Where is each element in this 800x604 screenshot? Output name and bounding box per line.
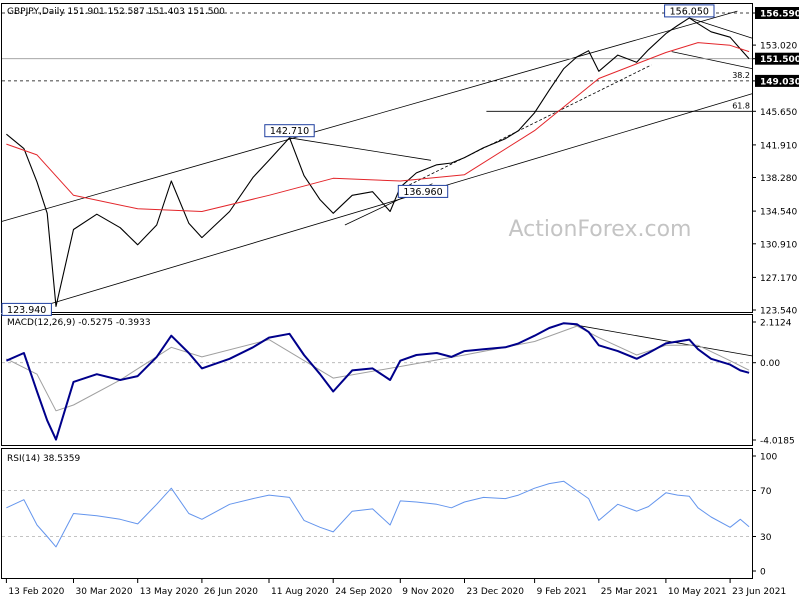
rsi-tick-label-0: 0 xyxy=(760,568,766,578)
x-tick-label-11-aug-2020: 11 Aug 2020 xyxy=(271,587,329,597)
channel-upper-line xyxy=(1,10,738,222)
price-series xyxy=(6,17,750,307)
x-axis: 13 Feb 2020 30 Mar 2020 13 May 2020 26 Jun … xyxy=(5,579,786,597)
macd-trendline xyxy=(565,322,753,357)
x-tick-label-9-nov-2020: 9 Nov 2020 xyxy=(402,587,454,597)
rsi-tick-label-70: 70 xyxy=(760,487,772,497)
series-rsi-line xyxy=(6,480,750,548)
annotation-label-123-940: 123.940 xyxy=(7,305,46,316)
y-tick-label-156-590: 156.590 xyxy=(760,10,800,20)
y-tick-label-123-540: 123.540 xyxy=(760,307,797,317)
price-pane-title: GBPJPY,Daily 151.901 152.587 151.403 151… xyxy=(7,7,225,17)
series-macd-line xyxy=(5,322,750,441)
fib-38-2-label: 38.2 xyxy=(732,71,750,80)
y-tick-label-141-910: 141.910 xyxy=(760,141,797,151)
price-guides: 38.2 61.8 xyxy=(1,10,753,310)
y-tick-label-149-030: 149.030 xyxy=(760,77,800,87)
channel-lower-line xyxy=(31,93,753,310)
macd-tick-label-4-0185: -4.0185 xyxy=(760,437,795,447)
x-tick-label-26-jun-2020: 26 Jun 2020 xyxy=(204,587,258,597)
wedge-upper-line xyxy=(689,17,753,39)
y-tick-label-151-500: 151.500 xyxy=(760,55,800,65)
y-tick-label-134-540: 134.540 xyxy=(760,208,797,218)
x-tick-label-23-jun-2021: 23 Jun 2021 xyxy=(732,587,786,597)
y-tick-label-130-910: 130.910 xyxy=(760,240,797,250)
price-annotations: 156.050 142.710 136.960 123.940 xyxy=(1,4,715,316)
x-tick-label-13-may-2020: 13 May 2020 xyxy=(140,587,199,597)
series-gbpjpy-line xyxy=(6,17,750,307)
rsi-pane-title: RSI(14) 38.5359 xyxy=(7,454,80,464)
macd-tick-label-2-1124: 2.1124 xyxy=(760,319,792,329)
x-tick-label-30-mar-2020: 30 Mar 2020 xyxy=(76,587,133,597)
triangle-upper-line xyxy=(289,137,432,161)
annotation-box-123-940 xyxy=(1,302,52,316)
fib-61-8-label: 61.8 xyxy=(732,101,750,110)
rsi-tick-label-30: 30 xyxy=(760,533,772,543)
y-tick-label-127-170: 127.170 xyxy=(760,274,797,284)
annotation-box-156-050 xyxy=(664,4,715,18)
support-trendline xyxy=(400,64,652,190)
series-signal-line xyxy=(6,325,750,412)
rsi-pane xyxy=(1,448,753,579)
watermark: ActionForex.com xyxy=(509,217,692,242)
x-tick-label-23-dec-2020: 23 Dec 2020 xyxy=(467,587,525,597)
x-tick-label-9-feb-2021: 9 Feb 2021 xyxy=(537,587,587,597)
x-tick-label-13-feb-2020: 13 Feb 2020 xyxy=(8,587,64,597)
macd-pane xyxy=(1,314,753,446)
rsi-series xyxy=(2,480,752,548)
annotation-box-136-960 xyxy=(397,184,449,198)
y-label-box-149-030 xyxy=(755,74,799,87)
wedge-lower-line xyxy=(671,51,753,69)
y-label-box-151-500 xyxy=(755,52,799,65)
price-axis: 156.590 153.020 151.500 149.030 145.650 141.9… xyxy=(752,7,800,317)
macd-tick-label-0-00: 0.00 xyxy=(760,359,780,369)
series-ma-line xyxy=(6,42,750,212)
macd-series xyxy=(2,322,753,441)
rsi-axis: 100 70 30 0 xyxy=(752,453,777,578)
annotation-label-156-050: 156.050 xyxy=(670,6,709,17)
annotation-box-142-710 xyxy=(264,124,315,138)
y-label-box-156-590 xyxy=(755,7,799,19)
y-tick-label-138-280: 138.280 xyxy=(760,174,797,184)
price-pane xyxy=(1,3,753,313)
x-tick-label-24-sep-2020: 24 Sep 2020 xyxy=(335,587,392,597)
x-tick-label-25-mar-2021: 25 Mar 2021 xyxy=(601,587,658,597)
annotation-label-136-960: 136.960 xyxy=(403,187,442,198)
y-tick-label-145-650: 145.650 xyxy=(760,108,797,118)
y-tick-label-153-020: 153.020 xyxy=(760,42,797,52)
x-tick-label-10-may-2021: 10 May 2021 xyxy=(668,587,727,597)
macd-axis: 2.1124 0.00 -4.0185 xyxy=(752,319,795,447)
macd-pane-title: MACD(12,26,9) -0.5275 -0.3933 xyxy=(7,318,151,328)
annotation-label-142-710: 142.710 xyxy=(270,126,309,137)
rsi-tick-label-100: 100 xyxy=(760,453,777,463)
